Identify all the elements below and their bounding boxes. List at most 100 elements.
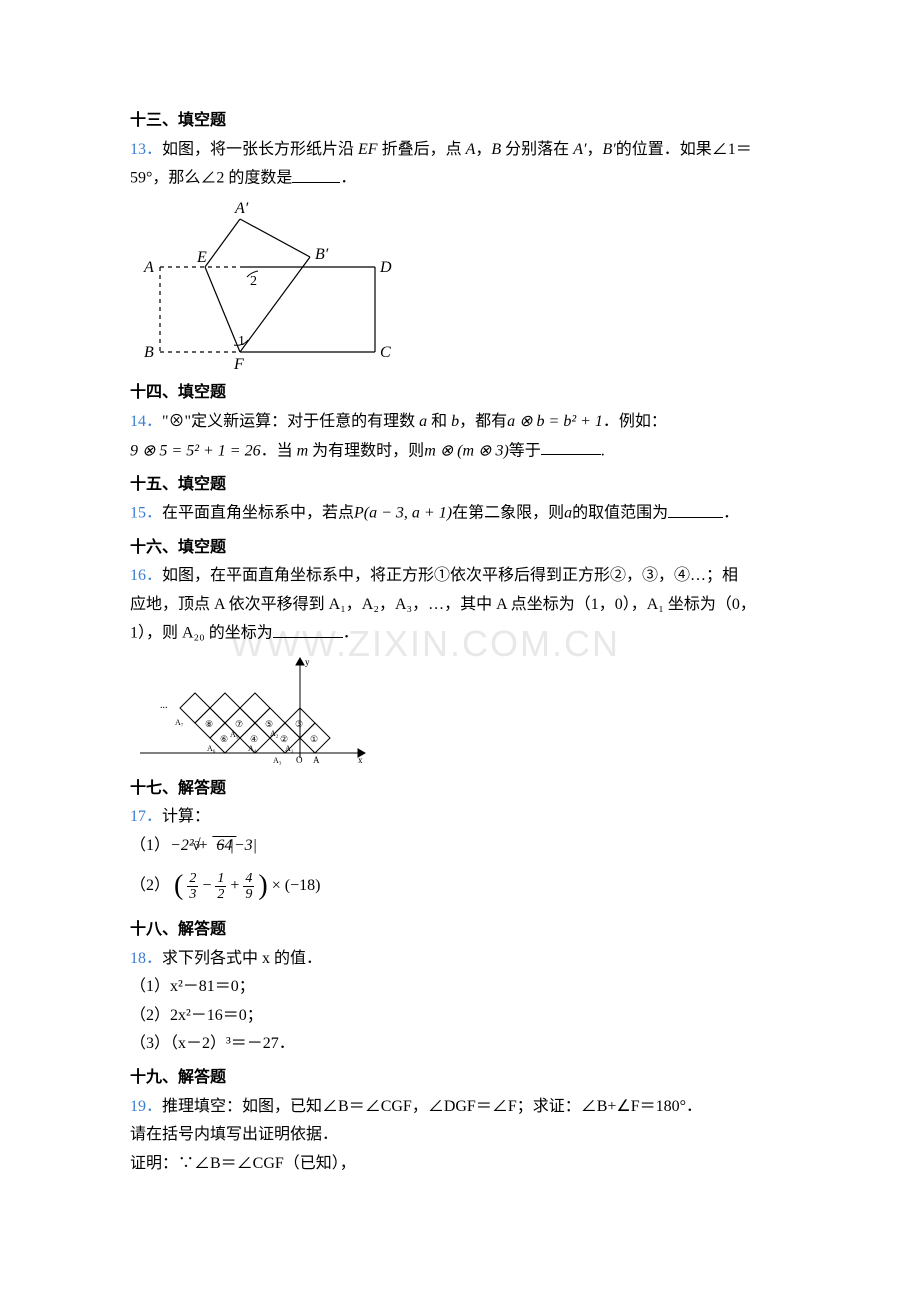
svg-text:D: D <box>379 259 392 276</box>
svg-text:B: B <box>144 344 154 361</box>
q19-t1: 推理填空：如图，已知∠B＝∠CGF，∠DGF＝∠F；求证：∠B+∠F＝180°． <box>162 1098 702 1115</box>
q13-t2: 折叠后，点 <box>378 141 466 158</box>
q14-t2: 和 <box>427 413 451 430</box>
q17-head: 17．计算： <box>130 804 790 830</box>
q17-sub1: （1）−2² + 64 3√ − |−3| <box>130 833 790 859</box>
svg-text:E: E <box>196 249 207 266</box>
q18-number: 18． <box>130 950 162 967</box>
q13-l2b: ． <box>340 170 356 187</box>
q17-number: 17． <box>130 808 162 825</box>
q15-blank <box>668 500 723 518</box>
section-15-title: 十五、填空题 <box>130 472 790 498</box>
svg-text:⑦: ⑦ <box>235 719 243 729</box>
svg-text:A: A <box>313 755 320 765</box>
q13-ap: A′ <box>573 141 586 158</box>
section-19-title: 十九、解答题 <box>130 1065 790 1091</box>
q16-line3: 1），则 A₂₀ 的坐标为 ． <box>130 620 790 646</box>
q17-frac3: 49 <box>243 871 254 903</box>
q15-t1: 在平面直角坐标系中，若点 <box>162 505 354 522</box>
q14-line1: 14．"⊗"定义新运算：对于任意的有理数 a 和 b，都有a ⊗ b = b² … <box>130 409 790 435</box>
q15-line: 15．在平面直角坐标系中，若点P(a − 3, a + 1)在第二象限，则a的取… <box>130 500 790 526</box>
q17-lparen: ( <box>174 870 183 901</box>
section-13-title: 十三、填空题 <box>130 108 790 134</box>
q13-t4: 分别落在 <box>501 141 573 158</box>
q17-minus: − <box>202 877 215 894</box>
q17-text: 计算： <box>162 808 210 825</box>
q15-number: 15． <box>130 505 162 522</box>
svg-text:x: x <box>358 755 363 765</box>
q14-t4: ．例如： <box>603 413 667 430</box>
q17-frac1: 23 <box>187 871 198 903</box>
q17-tail: × (−18) <box>272 877 321 894</box>
q13-l2a: 59°，那么∠2 的度数是 <box>130 170 292 187</box>
svg-text:A₄: A₄ <box>248 744 257 753</box>
q14-l2b: ．当 <box>261 442 297 459</box>
q19-line3: 证明：∵∠B＝∠CGF（已知）， <box>130 1151 790 1177</box>
q13-b: B <box>491 141 501 158</box>
q19-number: 19． <box>130 1098 162 1115</box>
q13-bp: B′ <box>602 141 615 158</box>
q18-sub1: （1）x²－81＝0； <box>130 974 790 1000</box>
q14-t3: ，都有 <box>459 413 507 430</box>
q13-number: 13． <box>130 141 162 158</box>
svg-text:⑧: ⑧ <box>205 719 213 729</box>
svg-text:A: A <box>143 259 154 276</box>
svg-text:③: ③ <box>295 719 303 729</box>
svg-text:④: ④ <box>250 734 258 744</box>
q16-l3b: ． <box>343 625 359 642</box>
svg-text:A₆: A₆ <box>207 744 216 753</box>
q16-number: 16． <box>130 567 162 584</box>
q14-l2e: . <box>601 442 605 459</box>
q17-sub2: （2） ( 23 − 12 + 49 ) × (−18) <box>130 864 790 909</box>
q13-t3: ， <box>475 141 491 158</box>
q15-m1: P(a − 3, a + 1) <box>354 505 452 522</box>
svg-text:②: ② <box>280 734 288 744</box>
q13-t5: ， <box>586 141 602 158</box>
q17-m1c: − |−3| <box>211 837 257 854</box>
section-14-title: 十四、填空题 <box>130 380 790 406</box>
q13-ef: EF <box>358 141 378 158</box>
svg-text:A₁: A₁ <box>285 744 294 753</box>
q14-l2c: 为有理数时，则 <box>308 442 424 459</box>
q13-a: A <box>466 141 476 158</box>
q14-b: b <box>451 413 459 430</box>
q13-t1: 如图，将一张长方形纸片沿 <box>162 141 358 158</box>
q13-line1: 13．如图，将一张长方形纸片沿 EF 折叠后，点 A，B 分别落在 A′，B′的… <box>130 137 790 163</box>
q13-line2: 59°，那么∠2 的度数是 ． <box>130 165 790 191</box>
svg-text:A′: A′ <box>234 200 249 217</box>
svg-text:⑥: ⑥ <box>220 734 228 744</box>
section-18-title: 十八、解答题 <box>130 917 790 943</box>
q15-t3: 的取值范围为 <box>572 505 668 522</box>
svg-text:B′: B′ <box>315 246 329 263</box>
q14-a: a <box>419 413 427 430</box>
q19-line2: 请在括号内填写出证明依据． <box>130 1122 790 1148</box>
q14-line2: 9 ⊗ 5 = 5² + 1 = 26．当 m 为有理数时，则m ⊗ (m ⊗ … <box>130 438 790 464</box>
q14-blank <box>541 438 601 456</box>
q14-t1: "⊗"定义新运算：对于任意的有理数 <box>162 413 419 430</box>
q16-l3a: 1），则 A₂₀ 的坐标为 <box>130 625 273 642</box>
q18-head: 18．求下列各式中 x 的值． <box>130 946 790 972</box>
q16-blank <box>273 620 343 638</box>
q13-figure: A′ B′ A B D C E F 1 2 <box>130 197 790 372</box>
q13-t6: 的位置．如果∠1＝ <box>616 141 752 158</box>
svg-text:1: 1 <box>238 334 245 349</box>
q19-line1: 19．推理填空：如图，已知∠B＝∠CGF，∠DGF＝∠F；求证：∠B+∠F＝18… <box>130 1094 790 1120</box>
svg-text:①: ① <box>310 734 318 744</box>
q15-a: a <box>564 505 572 522</box>
q15-t4: ． <box>723 505 739 522</box>
svg-text:C: C <box>380 344 391 361</box>
svg-text:A₂: A₂ <box>270 729 279 738</box>
q14-m: m <box>297 442 309 459</box>
q18-text: 求下列各式中 x 的值． <box>162 950 322 967</box>
section-17-title: 十七、解答题 <box>130 776 790 802</box>
svg-text:...: ... <box>160 700 168 711</box>
q17-radical: √ <box>192 837 201 854</box>
q14-m2: m ⊗ (m ⊗ 3) <box>424 442 509 459</box>
q17-frac2: 12 <box>215 871 226 903</box>
q14-m1: a ⊗ b = b² + 1 <box>507 413 603 430</box>
q15-t2: 在第二象限，则 <box>452 505 564 522</box>
q14-l2d: 等于 <box>509 442 541 459</box>
q17-plus: + <box>230 877 243 894</box>
q16-t1: 如图，在平面直角坐标系中，将正方形①依次平移后得到正方形②，③，④…；相 <box>162 567 738 584</box>
q18-sub3: （3）（x－2）³＝－27． <box>130 1031 790 1057</box>
